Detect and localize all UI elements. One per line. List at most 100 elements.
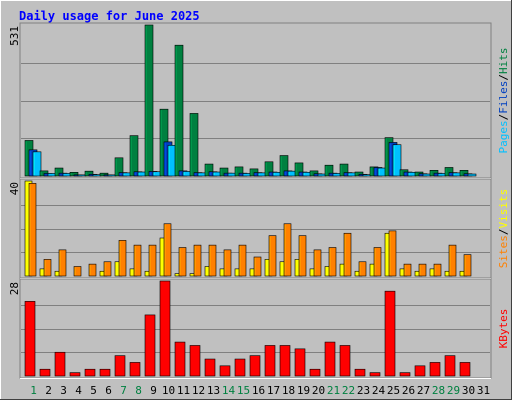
bar-kbytes-day-11 <box>174 341 186 377</box>
bar-kbytes-day-7 <box>114 355 126 377</box>
x-tick-label-day-1: 1 <box>30 384 37 397</box>
x-tick-label-day-31: 31 <box>477 384 490 397</box>
bar-sites-day-15 <box>238 244 247 277</box>
x-tick-label-day-9: 9 <box>150 384 157 397</box>
x-tick-label-day-4: 4 <box>75 384 82 397</box>
x-tick-label-day-13: 13 <box>207 384 220 397</box>
bar-kbytes-day-25 <box>384 290 396 377</box>
bar-kbytes-day-28 <box>429 362 441 377</box>
bar-sites-day-28 <box>433 263 442 277</box>
bar-sites-day-19 <box>298 235 307 277</box>
bar-sites-day-9 <box>148 244 157 277</box>
bar-kbytes-day-15 <box>234 358 246 377</box>
x-tick-label-day-2: 2 <box>45 384 52 397</box>
bar-sites-day-4 <box>73 266 82 277</box>
bar-sites-day-5 <box>88 263 97 277</box>
bar-kbytes-day-26 <box>399 372 411 377</box>
bar-sites-day-8 <box>133 244 142 277</box>
bar-sites-day-10 <box>163 223 172 277</box>
x-tick-label-day-11: 11 <box>177 384 190 397</box>
chart-title: Daily usage for June 2025 <box>19 9 200 23</box>
bar-kbytes-day-16 <box>249 355 261 377</box>
bar-sites-day-11 <box>178 247 187 277</box>
axis-label-part: Sites <box>497 235 510 268</box>
y-axis-max-label: 531 <box>8 26 21 46</box>
x-tick-label-day-23: 23 <box>357 384 370 397</box>
x-tick-label-day-22: 22 <box>342 384 355 397</box>
bar-pages-day-25 <box>392 144 402 177</box>
x-tick-label-day-26: 26 <box>402 384 415 397</box>
x-tick-label-day-21: 21 <box>327 384 340 397</box>
bar-sites-day-29 <box>448 244 457 277</box>
x-tick-label-day-12: 12 <box>192 384 205 397</box>
bar-sites-day-27 <box>418 263 427 277</box>
x-axis-day-labels: 1 2 3 4 5 6 7 8 9 10 11 12 13 14 15 16 17 18 19 20 21 22 23 24 2… <box>30 384 490 397</box>
bar-kbytes-day-29 <box>444 355 456 377</box>
bar-sites-day-17 <box>268 235 277 277</box>
bar-sites-day-18 <box>283 223 292 277</box>
bar-kbytes-day-22 <box>339 345 351 377</box>
bar-kbytes-day-12 <box>189 345 201 377</box>
x-tick-label-day-5: 5 <box>90 384 97 397</box>
bar-kbytes-day-4 <box>69 372 81 377</box>
bar-kbytes-day-17 <box>264 345 276 377</box>
x-tick-label-day-15: 15 <box>237 384 250 397</box>
bar-sites-day-12 <box>193 244 202 277</box>
bar-sites-day-14 <box>223 249 232 277</box>
x-tick-label-day-25: 25 <box>387 384 400 397</box>
bar-sites-day-20 <box>313 249 322 277</box>
x-tick-label-day-14: 14 <box>222 384 236 397</box>
panel-axis-label: KBytes <box>497 309 510 349</box>
bar-sites-day-22 <box>343 232 352 277</box>
bar-sites-day-2 <box>43 259 52 277</box>
bar-sites-day-24 <box>373 247 382 277</box>
bar-kbytes-day-23 <box>354 368 366 377</box>
x-tick-label-day-3: 3 <box>60 384 67 397</box>
bar-kbytes-day-30 <box>459 362 471 377</box>
bar-sites-day-6 <box>103 261 112 277</box>
bar-kbytes-day-1 <box>24 301 36 377</box>
axis-label-part: Pages <box>497 120 510 153</box>
x-tick-label-day-16: 16 <box>252 384 265 397</box>
x-tick-label-day-6: 6 <box>105 384 112 397</box>
panel-kbytes: 28 KBytes <box>8 278 510 379</box>
x-tick-label-day-27: 27 <box>417 384 430 397</box>
panel-visits: 40 Sites/Visits <box>8 178 510 279</box>
bar-kbytes-day-6 <box>99 368 111 377</box>
bar-kbytes-day-21 <box>324 341 336 377</box>
axis-label-part: KBytes <box>497 309 510 349</box>
axis-label-part: Files <box>497 81 510 114</box>
x-tick-label-day-19: 19 <box>297 384 310 397</box>
x-tick-label-day-24: 24 <box>372 384 386 397</box>
panel-axis-label: Sites/Visits <box>497 189 510 269</box>
bar-kbytes-day-2 <box>39 368 51 377</box>
x-tick-label-day-8: 8 <box>135 384 142 397</box>
bar-sites-day-3 <box>58 249 67 277</box>
bar-kbytes-day-18 <box>279 345 291 377</box>
chart-panels: 531Pages/Files/Hits40Sites/Visits28KByte… <box>8 22 510 379</box>
x-tick-label-day-29: 29 <box>447 384 460 397</box>
x-tick-label-day-18: 18 <box>282 384 295 397</box>
axis-label-part: / <box>497 229 510 236</box>
x-tick-label-day-7: 7 <box>120 384 127 397</box>
bar-sites-day-30 <box>463 254 472 277</box>
bar-sites-day-13 <box>208 244 217 277</box>
panel-axis-label: Pages/Files/Hits <box>497 48 510 154</box>
bar-kbytes-day-5 <box>84 368 96 377</box>
bar-sites-day-1 <box>28 183 37 277</box>
axis-label-part: / <box>497 74 510 81</box>
bar-sites-day-23 <box>358 261 367 277</box>
y-axis-max-label: 40 <box>8 182 21 195</box>
bar-kbytes-day-13 <box>204 358 216 377</box>
bar-sites-day-16 <box>253 256 262 277</box>
bar-kbytes-day-3 <box>54 351 66 377</box>
bar-kbytes-day-9 <box>144 314 156 377</box>
bar-kbytes-day-19 <box>294 348 306 377</box>
x-tick-label-day-20: 20 <box>312 384 325 397</box>
bar-kbytes-day-20 <box>309 368 321 377</box>
bar-kbytes-day-24 <box>369 372 381 377</box>
x-tick-label-day-28: 28 <box>432 384 445 397</box>
